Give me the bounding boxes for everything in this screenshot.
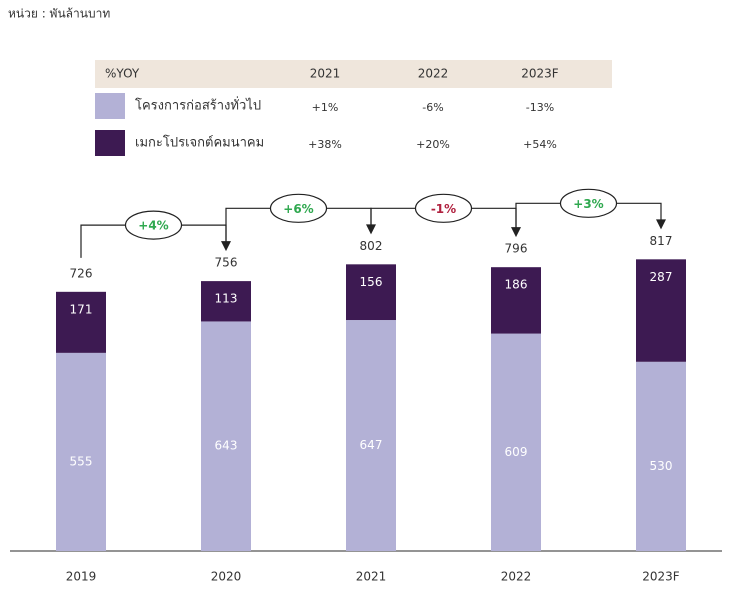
yoy-value: +20% <box>416 138 450 151</box>
segment-label: 530 <box>650 459 673 473</box>
table-column: 2022 <box>418 67 449 81</box>
segment-label: 609 <box>505 445 528 459</box>
x-tick-label: 2023F <box>642 570 680 584</box>
bar-segment <box>346 320 396 551</box>
yoy-value: +1% <box>312 101 339 114</box>
legend-label: โครงการก่อสร้างทั่วไป <box>135 97 261 114</box>
table-header: %YOY <box>105 67 140 81</box>
total-label: 802 <box>360 239 383 253</box>
yoy-value: -6% <box>422 101 443 114</box>
segment-label: 113 <box>215 292 238 306</box>
growth-bubble <box>559 188 618 218</box>
legend-swatch <box>95 130 125 156</box>
legend-swatch <box>95 93 125 119</box>
segment-label: 287 <box>650 270 673 284</box>
table-header-band <box>95 60 612 88</box>
legend-label: เมกะโปรเจกต์คมนาคม <box>135 135 264 151</box>
growth-label: +3% <box>573 197 603 211</box>
arrow-head <box>656 219 666 230</box>
growth-label: +4% <box>138 219 168 233</box>
yoy-value: +54% <box>523 138 557 151</box>
segment-label: 647 <box>360 438 383 452</box>
bar-segment <box>346 264 396 321</box>
bar-segment <box>201 281 251 322</box>
segment-label: 186 <box>505 278 528 292</box>
bar-segment <box>56 352 106 551</box>
growth-label: +6% <box>283 202 313 216</box>
total-label: 796 <box>505 242 528 256</box>
total-label: 756 <box>215 256 238 270</box>
total-label: 726 <box>70 266 93 280</box>
segment-label: 555 <box>70 454 93 468</box>
bar-segment <box>636 361 686 551</box>
table-column: 2021 <box>310 67 341 81</box>
growth-bubble <box>414 193 473 223</box>
segment-label: 643 <box>215 439 238 453</box>
x-tick-label: 2022 <box>501 570 532 584</box>
table-column: 2023F <box>521 67 559 81</box>
growth-label: -1% <box>431 202 456 216</box>
bar-segment <box>491 333 541 551</box>
bar-segment <box>491 267 541 334</box>
x-tick-label: 2021 <box>356 570 387 584</box>
segment-label: 171 <box>70 302 93 316</box>
bar-segment <box>201 321 251 551</box>
bar-segment <box>56 291 106 353</box>
unit-note: หน่วย : พันล้านบาท <box>8 7 110 21</box>
yoy-value: -13% <box>526 101 554 114</box>
x-tick-label: 2020 <box>211 570 242 584</box>
growth-bubble <box>269 193 328 223</box>
growth-bubble <box>124 210 183 240</box>
total-label: 817 <box>650 234 673 248</box>
yoy-value: +38% <box>308 138 342 151</box>
x-tick-label: 2019 <box>66 570 97 584</box>
segment-label: 156 <box>360 275 383 289</box>
bar-segment <box>636 259 686 362</box>
